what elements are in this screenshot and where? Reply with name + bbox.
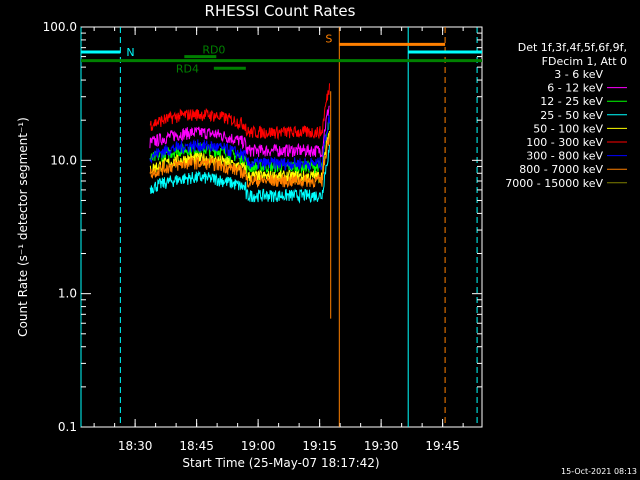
legend-label-1: 6 - 12 keV bbox=[547, 82, 603, 95]
plot-frame bbox=[80, 26, 483, 428]
legend-label-7: 800 - 7000 keV bbox=[519, 163, 603, 176]
y-axis-label: Count Rate (s⁻¹ detector segment⁻¹) bbox=[16, 117, 30, 337]
y-tick-label-0: 0.1 bbox=[58, 420, 77, 434]
legend-header-line-2: FDecim 1, Att 0 bbox=[542, 55, 627, 68]
legend-label-4: 50 - 100 keV bbox=[533, 122, 603, 135]
x-tick-label-0: 18:30 bbox=[118, 439, 153, 453]
state-bar-label-0: N bbox=[126, 46, 134, 59]
legend-header-line-1: Det 1f,3f,4f,5f,6f,9f, bbox=[518, 41, 627, 54]
legend: Det 1f,3f,4f,5f,6f,9f, FDecim 1, Att 0 3… bbox=[505, 41, 627, 190]
footer-date: 15-Oct-2021 08:13 bbox=[561, 467, 637, 476]
x-tick-label-2: 19:00 bbox=[241, 439, 276, 453]
x-tick-label-4: 19:30 bbox=[364, 439, 399, 453]
legend-label-8: 7000 - 15000 keV bbox=[505, 177, 603, 190]
chart-title: RHESSI Count Rates bbox=[205, 2, 356, 20]
x-tick-label-1: 18:45 bbox=[179, 439, 214, 453]
series-line-1 bbox=[149, 105, 330, 158]
series-line-7 bbox=[149, 133, 330, 189]
legend-label-2: 12 - 25 keV bbox=[540, 95, 603, 108]
series-line-6 bbox=[149, 114, 330, 172]
legend-label-0: 3 - 6 keV bbox=[554, 68, 603, 81]
tick-layer: 18:30 18:45 19:00 19:15 19:30 19:45 0.1 1.0 10.0… bbox=[43, 20, 482, 453]
legend-label-3: 25 - 50 keV bbox=[540, 109, 603, 122]
state-bar-label-4: RD0 bbox=[202, 44, 225, 57]
y-tick-label-2: 10.0 bbox=[50, 153, 77, 167]
y-tick-label-1: 1.0 bbox=[58, 287, 77, 301]
series-line-3 bbox=[149, 144, 330, 204]
x-axis-label: Start Time (25-May-07 18:17:42) bbox=[182, 456, 379, 470]
y-tick-label-3: 100.0 bbox=[43, 20, 77, 34]
legend-label-6: 300 - 800 keV bbox=[526, 150, 603, 163]
legend-label-5: 100 - 300 keV bbox=[526, 136, 603, 149]
state-bar-label-2: S bbox=[325, 32, 332, 45]
data-layer bbox=[149, 83, 332, 319]
series-line-5 bbox=[149, 83, 330, 141]
state-bar-label-5: RD4 bbox=[176, 62, 199, 75]
x-tick-label-3: 19:15 bbox=[302, 439, 337, 453]
x-tick-label-5: 19:45 bbox=[425, 439, 460, 453]
